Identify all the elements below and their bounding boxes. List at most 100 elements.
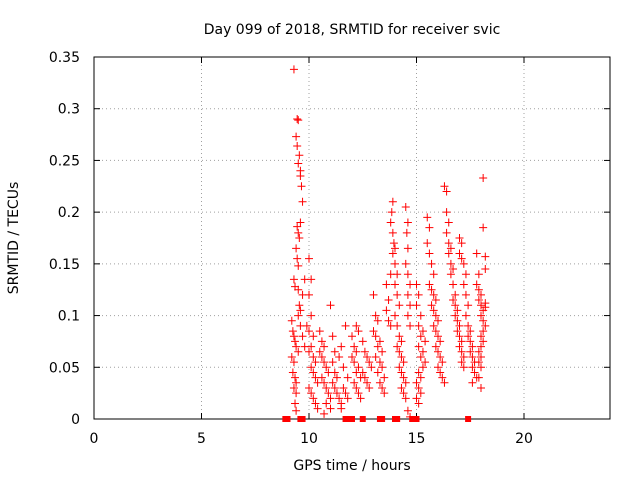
y-tick-label: 0.15 bbox=[49, 257, 80, 273]
data-point bbox=[414, 342, 423, 351]
data-point bbox=[289, 275, 298, 284]
data-point bbox=[294, 116, 303, 125]
data-point bbox=[296, 171, 305, 180]
data-point bbox=[455, 321, 464, 330]
data-point bbox=[414, 368, 423, 377]
data-point bbox=[320, 342, 329, 351]
data-point bbox=[438, 373, 447, 382]
data-point bbox=[287, 316, 296, 325]
data-point bbox=[451, 301, 460, 310]
data-point bbox=[453, 316, 462, 325]
data-point bbox=[393, 342, 402, 351]
data-point bbox=[358, 337, 367, 346]
data-point bbox=[317, 352, 326, 361]
data-point bbox=[459, 363, 468, 372]
data-point bbox=[335, 352, 344, 361]
data-point bbox=[371, 332, 380, 341]
y-tick-label: 0.05 bbox=[49, 360, 80, 376]
data-point bbox=[427, 259, 436, 268]
data-point bbox=[295, 151, 304, 160]
data-point bbox=[297, 182, 306, 191]
data-point bbox=[289, 65, 298, 74]
data-point bbox=[425, 280, 434, 289]
data-point bbox=[429, 270, 438, 279]
data-point bbox=[481, 321, 490, 330]
data-point bbox=[373, 316, 382, 325]
data-point bbox=[416, 311, 425, 320]
data-point bbox=[457, 239, 466, 248]
y-axis-label: SRMTID / TECUs bbox=[6, 182, 22, 295]
data-point bbox=[453, 306, 462, 315]
data-point bbox=[474, 347, 483, 356]
data-point bbox=[434, 347, 442, 356]
data-point bbox=[403, 244, 412, 253]
data-point bbox=[444, 218, 453, 227]
data-point bbox=[457, 254, 466, 263]
data-point bbox=[446, 270, 455, 279]
data-point bbox=[425, 249, 434, 258]
data-point bbox=[369, 290, 378, 299]
data-point bbox=[461, 290, 470, 299]
data-point bbox=[339, 383, 348, 392]
data-point bbox=[477, 363, 485, 372]
data-point bbox=[293, 141, 302, 150]
data-point-square bbox=[379, 416, 386, 422]
data-point bbox=[298, 197, 307, 206]
data-point bbox=[466, 327, 475, 336]
data-point bbox=[423, 213, 432, 222]
data-point bbox=[449, 296, 458, 305]
data-point bbox=[418, 347, 427, 356]
data-point bbox=[429, 290, 438, 299]
data-point bbox=[479, 316, 488, 325]
data-point bbox=[477, 332, 485, 341]
data-point bbox=[468, 342, 477, 351]
data-point bbox=[421, 358, 430, 367]
data-point bbox=[320, 409, 329, 418]
data-point bbox=[294, 261, 303, 270]
data-point bbox=[412, 378, 421, 387]
data-point bbox=[431, 327, 440, 336]
data-point bbox=[436, 368, 445, 377]
data-point bbox=[326, 394, 335, 403]
data-point bbox=[330, 368, 339, 377]
data-point bbox=[397, 383, 406, 392]
data-point bbox=[416, 389, 425, 398]
data-point bbox=[412, 280, 421, 289]
data-point bbox=[341, 389, 350, 398]
data-point bbox=[401, 378, 410, 387]
data-point bbox=[307, 389, 316, 398]
x-tick-label: 5 bbox=[197, 431, 206, 447]
data-point bbox=[427, 285, 436, 294]
data-point bbox=[294, 159, 303, 168]
data-point bbox=[371, 311, 380, 320]
data-point-square bbox=[394, 416, 401, 422]
data-point bbox=[464, 321, 473, 330]
data-point bbox=[442, 208, 451, 217]
data-point bbox=[459, 352, 468, 361]
data-point bbox=[393, 290, 402, 299]
data-point bbox=[397, 352, 406, 361]
data-point bbox=[332, 373, 341, 382]
data-point bbox=[479, 174, 488, 183]
data-point bbox=[292, 132, 301, 141]
data-point bbox=[350, 358, 359, 367]
data-point bbox=[291, 373, 300, 382]
y-tick-label: 0.1 bbox=[58, 309, 80, 325]
data-point-square bbox=[359, 416, 366, 422]
data-point bbox=[341, 321, 350, 330]
data-point bbox=[431, 342, 440, 351]
data-point bbox=[461, 270, 470, 279]
data-point bbox=[455, 249, 464, 258]
data-point bbox=[406, 321, 415, 330]
x-tick-label: 20 bbox=[515, 431, 533, 447]
data-point bbox=[423, 239, 432, 248]
data-point bbox=[481, 265, 490, 274]
data-point bbox=[468, 378, 477, 387]
data-point bbox=[446, 259, 455, 268]
data-point bbox=[311, 358, 320, 367]
data-point bbox=[421, 337, 430, 346]
plot-frame bbox=[93, 56, 611, 420]
data-point bbox=[378, 383, 387, 392]
data-point bbox=[292, 389, 301, 398]
data-point bbox=[287, 352, 296, 361]
